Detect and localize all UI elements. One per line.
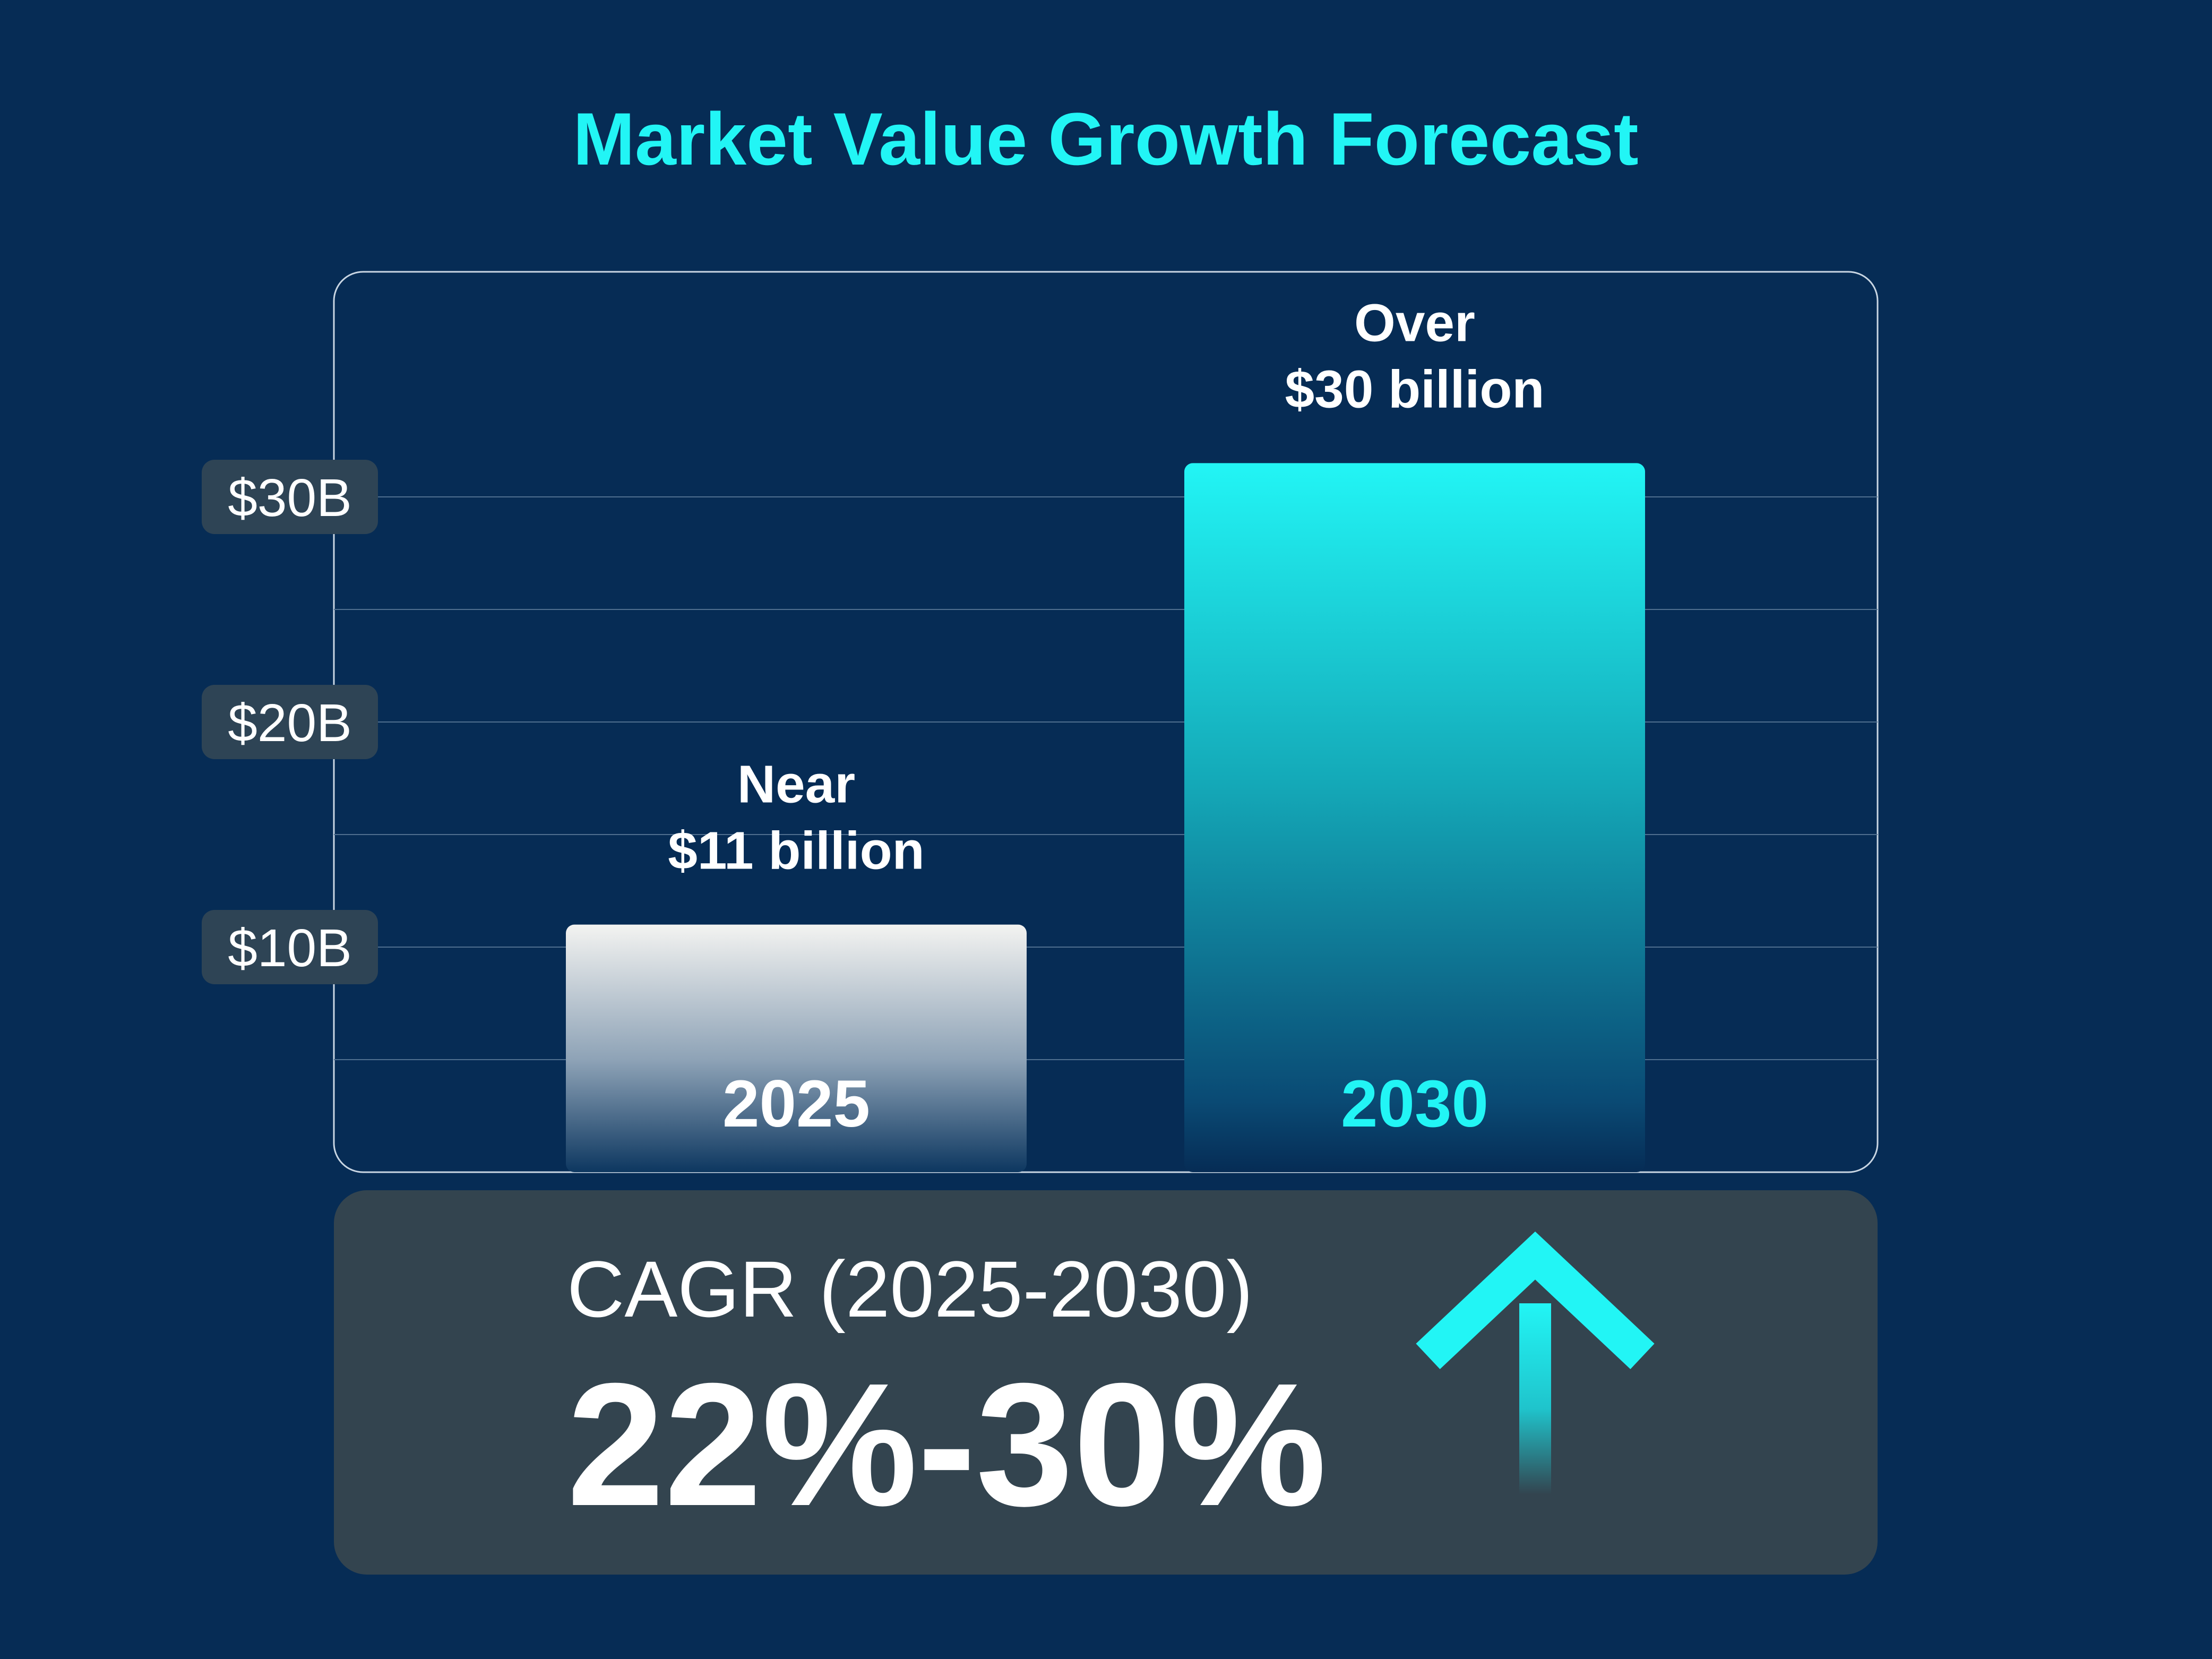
data-label-line1: Over [1354,293,1475,353]
ytick-label: $20B [228,693,352,753]
data-label-line2: $30 billion [1285,359,1544,419]
category-label: 2030 [1341,1067,1488,1141]
arrow-up-icon [1416,1231,1655,1494]
data-label-line1: Near [737,755,855,814]
data-label-line2: $11 billion [668,821,925,881]
ytick-label: $30B [228,468,352,528]
cagr-value: 22%-30% [567,1346,1327,1542]
ytick-badge [202,685,378,759]
ytick-badge [202,460,378,534]
bars: Near $11 billion 2025 Over$30 billion 2030 [566,293,1645,1172]
chart-title: Market Value Growth Forecast [573,97,1638,180]
y-axis: $10B $20B $30B [202,460,378,984]
gridlines [334,496,1878,1060]
cagr-label: CAGR (2025-2030) [567,1244,1253,1334]
ytick-badge [202,910,378,984]
category-label: 2025 [722,1067,870,1141]
bar-2030 [1184,463,1645,1172]
bar-2025 [566,924,1027,1172]
ytick-label: $10B [228,918,352,978]
